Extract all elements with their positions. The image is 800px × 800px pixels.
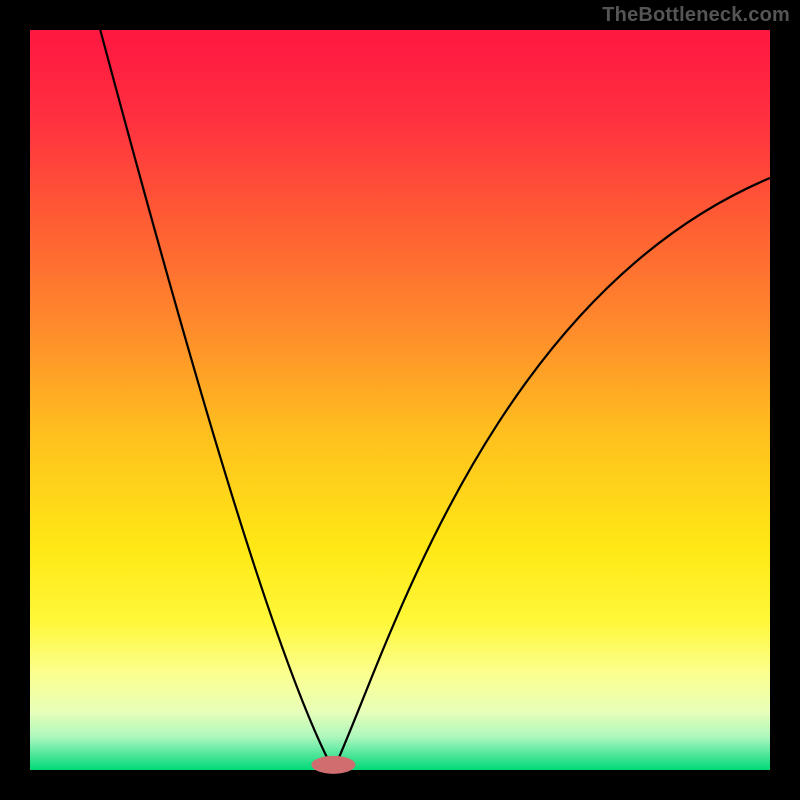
attribution-text: TheBottleneck.com — [602, 4, 790, 27]
chart-container: TheBottleneck.com — [0, 0, 800, 800]
plot-background — [30, 30, 770, 770]
bottleneck-chart — [0, 0, 800, 800]
optimum-marker — [311, 756, 355, 774]
